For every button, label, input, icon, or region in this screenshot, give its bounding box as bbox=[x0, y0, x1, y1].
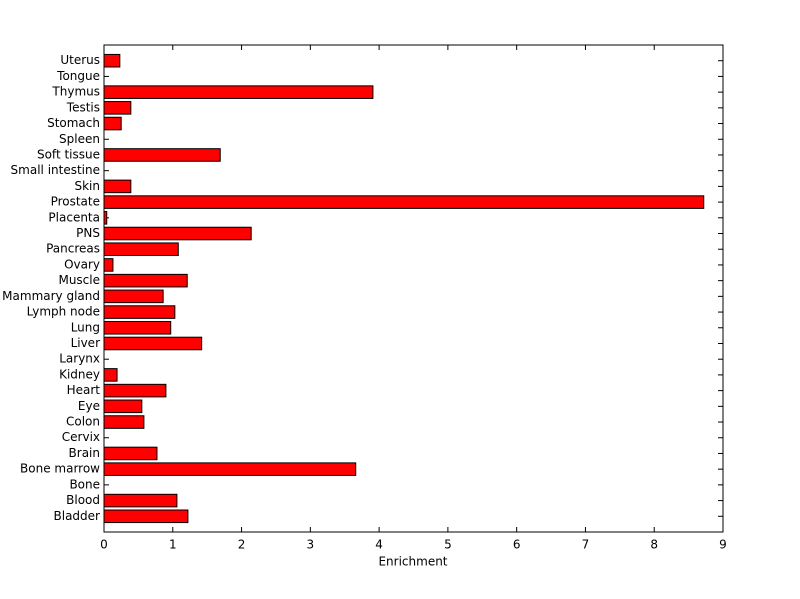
y-tick-label: Lung bbox=[71, 320, 100, 334]
x-tick-label: 8 bbox=[650, 538, 658, 552]
y-tick-label: Soft tissue bbox=[37, 147, 100, 161]
x-tick-label: 3 bbox=[307, 538, 315, 552]
x-axis-label: Enrichment bbox=[378, 555, 447, 569]
y-tick-label: Bone marrow bbox=[20, 462, 100, 476]
y-tick-label: Blood bbox=[66, 493, 100, 507]
x-tick-label: 1 bbox=[169, 538, 177, 552]
y-tick-label: Colon bbox=[66, 415, 100, 429]
y-tick-label: Larynx bbox=[59, 352, 100, 366]
bar bbox=[103, 289, 164, 304]
y-tick-label: Liver bbox=[71, 336, 101, 350]
y-tick-label: PNS bbox=[76, 226, 100, 240]
y-tick-label: Prostate bbox=[51, 195, 100, 209]
bar bbox=[103, 446, 158, 461]
y-tick-label: Pancreas bbox=[46, 242, 100, 256]
x-tick-label: 9 bbox=[719, 538, 727, 552]
x-tick-label: 0 bbox=[100, 538, 108, 552]
y-tick-label: Small intestine bbox=[11, 163, 100, 177]
y-tick-label: Brain bbox=[69, 446, 100, 460]
bar bbox=[103, 368, 118, 382]
bar bbox=[103, 53, 121, 68]
bar bbox=[103, 415, 145, 429]
bar bbox=[103, 226, 252, 241]
y-tick-label: Skin bbox=[74, 179, 100, 193]
bar bbox=[103, 383, 167, 398]
y-tick-label: Uterus bbox=[60, 53, 100, 67]
bar bbox=[103, 195, 705, 209]
y-tick-label: Eye bbox=[78, 399, 100, 413]
y-tick-label: Stomach bbox=[47, 116, 100, 130]
y-tick-label: Kidney bbox=[59, 367, 100, 381]
bar bbox=[103, 305, 176, 319]
bar bbox=[103, 509, 189, 524]
bar bbox=[103, 85, 374, 99]
y-tick-label: Cervix bbox=[62, 430, 100, 444]
bar bbox=[103, 462, 357, 476]
bar bbox=[103, 101, 132, 115]
x-tick-label: 6 bbox=[513, 538, 521, 552]
bar bbox=[103, 258, 114, 272]
y-tick-label: Testis bbox=[66, 100, 100, 114]
bar bbox=[103, 320, 172, 335]
x-tick-label: 4 bbox=[375, 538, 383, 552]
bar bbox=[103, 399, 143, 414]
y-tick-label: Mammary gland bbox=[2, 289, 100, 303]
y-tick-label: Heart bbox=[67, 383, 101, 397]
y-tick-label: Muscle bbox=[58, 273, 100, 287]
x-tick-label: 2 bbox=[238, 538, 246, 552]
bar bbox=[103, 336, 203, 351]
bar bbox=[103, 273, 188, 288]
bar bbox=[103, 116, 122, 131]
y-tick-label: Bone bbox=[69, 477, 100, 491]
bar bbox=[103, 148, 221, 162]
bar bbox=[103, 493, 178, 508]
y-tick-label: Placenta bbox=[48, 210, 100, 224]
y-tick-label: Lymph node bbox=[27, 305, 100, 319]
y-tick-label: Bladder bbox=[54, 509, 101, 523]
y-tick-label: Tongue bbox=[56, 69, 100, 83]
bar bbox=[103, 179, 132, 194]
x-tick-label: 7 bbox=[582, 538, 590, 552]
x-tick-label: 5 bbox=[444, 538, 452, 552]
y-tick-label: Thymus bbox=[51, 85, 100, 99]
bar bbox=[103, 242, 179, 257]
plot-frame bbox=[103, 44, 724, 533]
y-tick-label: Ovary bbox=[64, 257, 100, 271]
y-tick-label: Spleen bbox=[59, 132, 100, 146]
